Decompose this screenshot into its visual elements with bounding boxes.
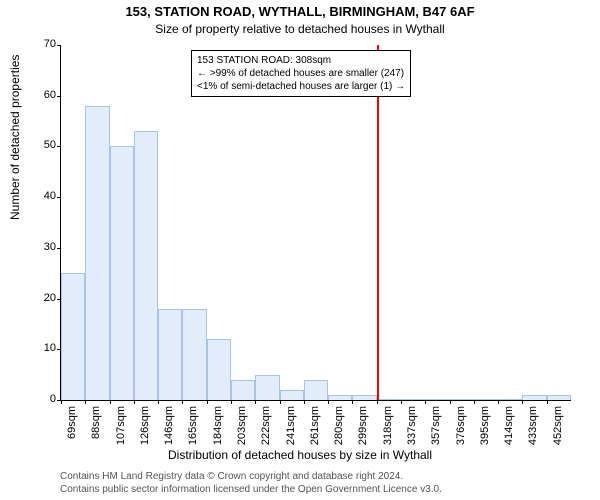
x-tick-mark (61, 400, 62, 404)
x-tick-mark (280, 400, 281, 404)
x-tick-label: 107sqm (115, 406, 127, 452)
y-tick-label: 60 (26, 89, 56, 101)
x-tick-label: 376sqm (455, 406, 467, 452)
x-tick-label: 261sqm (309, 406, 321, 452)
histogram-bar (85, 106, 109, 400)
annotation-line: ← >99% of detached houses are smaller (2… (197, 67, 405, 80)
histogram-bar (134, 131, 158, 400)
histogram-bar (522, 395, 546, 400)
x-tick-label: 241sqm (285, 406, 297, 452)
y-tick-mark (57, 146, 61, 147)
histogram-bar (547, 395, 571, 400)
histogram-bar (474, 399, 498, 400)
histogram-bar (401, 399, 425, 400)
x-tick-mark (522, 400, 523, 404)
histogram-bar (158, 309, 182, 400)
y-tick-mark (57, 248, 61, 249)
histogram-bar (425, 399, 449, 400)
footer-line1: Contains HM Land Registry data © Crown c… (60, 470, 442, 483)
x-tick-label: 88sqm (90, 406, 102, 452)
x-tick-label: 357sqm (430, 406, 442, 452)
histogram-bar (280, 390, 304, 400)
annotation-line: 153 STATION ROAD: 308sqm (197, 54, 405, 67)
y-tick-mark (57, 96, 61, 97)
footer-attribution: Contains HM Land Registry data © Crown c… (60, 470, 442, 496)
x-tick-label: 337sqm (406, 406, 418, 452)
x-tick-label: 126sqm (139, 406, 151, 452)
x-tick-label: 395sqm (479, 406, 491, 452)
chart-title-sub: Size of property relative to detached ho… (0, 22, 600, 36)
histogram-bar (207, 339, 231, 400)
x-tick-mark (182, 400, 183, 404)
histogram-bar (110, 146, 134, 400)
y-tick-label: 40 (26, 190, 56, 202)
x-tick-mark (328, 400, 329, 404)
x-tick-label: 433sqm (527, 406, 539, 452)
x-tick-mark (498, 400, 499, 404)
histogram-bar (182, 309, 206, 400)
y-tick-label: 20 (26, 292, 56, 304)
y-tick-mark (57, 45, 61, 46)
histogram-bar (255, 375, 279, 400)
x-tick-mark (547, 400, 548, 404)
x-tick-label: 69sqm (66, 406, 78, 452)
y-tick-label: 30 (26, 241, 56, 253)
x-tick-mark (450, 400, 451, 404)
x-tick-label: 280sqm (333, 406, 345, 452)
y-tick-mark (57, 197, 61, 198)
y-axis-label: Number of detached properties (8, 55, 22, 220)
x-tick-label: 299sqm (357, 406, 369, 452)
histogram-bar (352, 395, 376, 400)
annotation-line: <1% of semi-detached houses are larger (… (197, 80, 405, 93)
x-tick-mark (352, 400, 353, 404)
histogram-bar (328, 395, 352, 400)
x-tick-mark (110, 400, 111, 404)
x-tick-mark (85, 400, 86, 404)
x-tick-label: 452sqm (552, 406, 564, 452)
x-tick-mark (401, 400, 402, 404)
x-tick-label: 165sqm (187, 406, 199, 452)
histogram-bar (304, 380, 328, 400)
histogram-bar (450, 399, 474, 400)
chart-title-main: 153, STATION ROAD, WYTHALL, BIRMINGHAM, … (0, 4, 600, 19)
histogram-bar (231, 380, 255, 400)
x-tick-label: 146sqm (163, 406, 175, 452)
marker-line (377, 45, 379, 400)
x-tick-label: 184sqm (212, 406, 224, 452)
histogram-bar (377, 399, 401, 400)
y-tick-label: 50 (26, 139, 56, 151)
x-tick-mark (158, 400, 159, 404)
histogram-bar (498, 399, 522, 400)
x-tick-mark (231, 400, 232, 404)
x-tick-label: 203sqm (236, 406, 248, 452)
annotation-box: 153 STATION ROAD: 308sqm← >99% of detach… (191, 50, 411, 97)
x-tick-mark (207, 400, 208, 404)
x-tick-mark (425, 400, 426, 404)
chart-container: 153, STATION ROAD, WYTHALL, BIRMINGHAM, … (0, 0, 600, 500)
x-tick-mark (255, 400, 256, 404)
plot-area: 153 STATION ROAD: 308sqm← >99% of detach… (60, 45, 571, 401)
histogram-bar (61, 273, 85, 400)
y-tick-label: 70 (26, 38, 56, 50)
y-tick-label: 10 (26, 342, 56, 354)
x-tick-label: 222sqm (260, 406, 272, 452)
x-tick-label: 318sqm (382, 406, 394, 452)
y-tick-label: 0 (26, 393, 56, 405)
x-tick-mark (377, 400, 378, 404)
x-tick-label: 414sqm (503, 406, 515, 452)
x-tick-mark (134, 400, 135, 404)
x-tick-mark (304, 400, 305, 404)
x-tick-mark (474, 400, 475, 404)
footer-line2: Contains public sector information licen… (60, 483, 442, 496)
